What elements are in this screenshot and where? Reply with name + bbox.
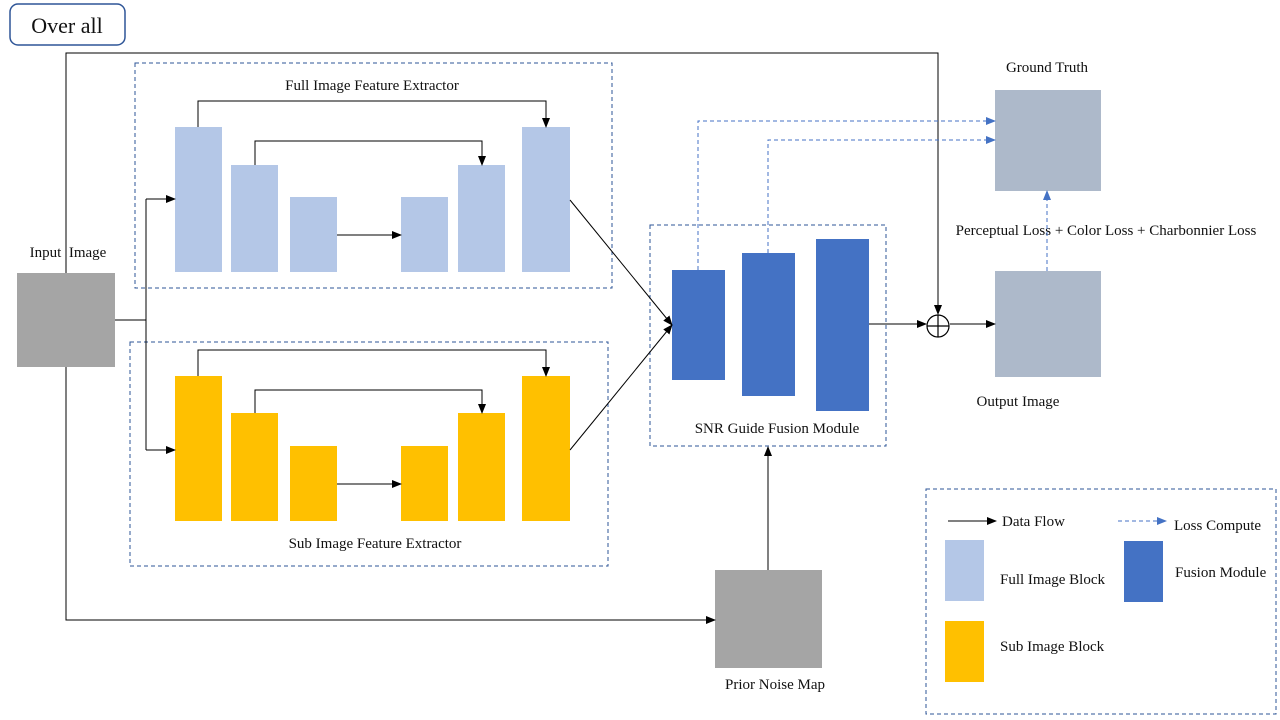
legend-sub-block-swatch <box>945 621 984 682</box>
sub-extractor-label: Sub Image Feature Extractor <box>289 536 462 552</box>
full-block-2 <box>231 165 278 272</box>
sub-block-3 <box>290 446 337 521</box>
legend-box <box>925 488 1277 715</box>
full-block-4 <box>401 197 448 272</box>
legend-sub-block-label: Sub Image Block <box>1000 639 1105 655</box>
legend-fusion-swatch <box>1124 541 1163 602</box>
data-flow-lines <box>65 52 996 624</box>
legend-data-flow-label: Data Flow <box>1002 514 1065 530</box>
add-operator-icon <box>926 314 950 338</box>
full-block-5 <box>458 165 505 272</box>
loss-label: Perceptual Loss + Color Loss + Charbonni… <box>956 223 1257 239</box>
output-image-label: Output Image <box>977 394 1060 410</box>
full-block-1 <box>175 127 222 272</box>
prior-noise-map-block <box>715 570 822 668</box>
input-image-label: Input Image <box>30 245 107 261</box>
ground-truth-label: Ground Truth <box>1006 60 1089 76</box>
fusion-block-3 <box>816 239 869 411</box>
title-box <box>9 3 126 46</box>
prior-noise-map-label: Prior Noise Map <box>725 677 825 693</box>
legend-full-block-swatch <box>945 540 984 601</box>
fusion-block-1 <box>672 270 725 380</box>
legend: Data Flow Loss Compute Full Image Block … <box>945 514 1267 682</box>
full-block-6 <box>522 127 570 272</box>
full-block-3 <box>290 197 337 272</box>
full-extractor-box <box>134 62 613 289</box>
title-text: Over all <box>31 13 102 38</box>
fusion-block-2 <box>742 253 795 396</box>
full-extractor-label: Full Image Feature Extractor <box>285 78 459 94</box>
fusion-module-label: SNR Guide Fusion Module <box>695 421 860 437</box>
loss-compute-lines <box>697 117 1051 271</box>
sub-block-1 <box>175 376 222 521</box>
sub-block-4 <box>401 446 448 521</box>
legend-fusion-label: Fusion Module <box>1175 565 1267 581</box>
output-image-block <box>995 271 1101 377</box>
legend-loss-compute-label: Loss Compute <box>1174 518 1261 534</box>
sub-extractor-box <box>129 341 609 567</box>
sub-block-2 <box>231 413 278 521</box>
sub-block-5 <box>458 413 505 521</box>
ground-truth-block <box>995 90 1101 191</box>
input-image-block <box>17 273 115 367</box>
sub-block-6 <box>522 376 570 521</box>
legend-full-block-label: Full Image Block <box>1000 572 1105 588</box>
